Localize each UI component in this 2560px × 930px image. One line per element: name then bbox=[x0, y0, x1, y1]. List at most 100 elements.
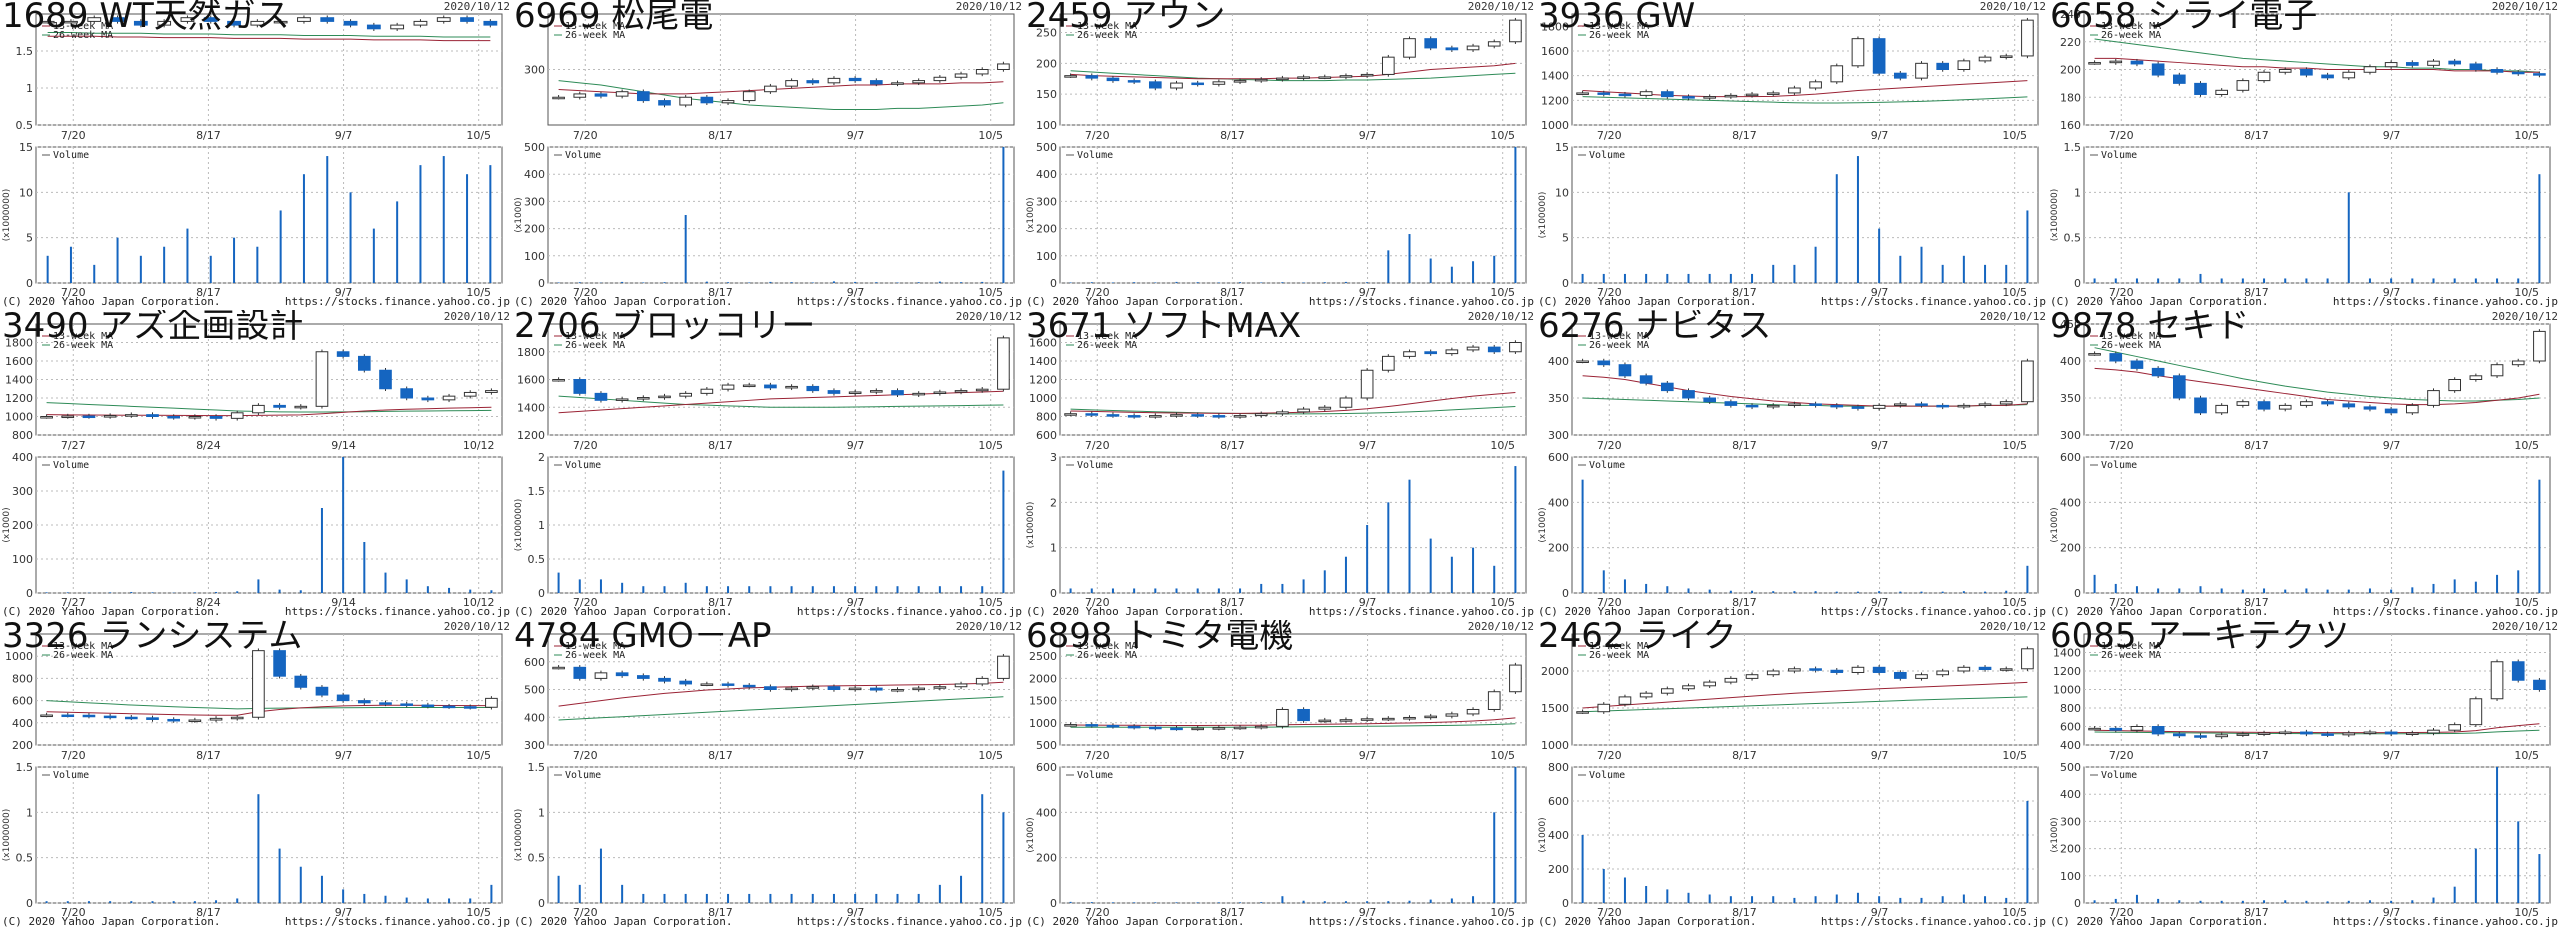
volume-bar bbox=[466, 174, 469, 283]
volume-unit-label: (x1000000) bbox=[514, 809, 524, 861]
stock-chart-panel[interactable]: 500 1000 1500 2000 2500 0 200 400 600 (x1000) 7/20… bbox=[1024, 620, 1536, 930]
candle-body bbox=[2363, 406, 2377, 410]
candle-body bbox=[400, 703, 414, 706]
x-tick-label: 8/17 bbox=[196, 749, 221, 762]
volume-legend-label: Volume bbox=[53, 150, 89, 161]
stock-chart-panel[interactable]: 800 1000 1200 1400 1600 1800 0 100 200 300 400 (x10… bbox=[0, 310, 512, 620]
ma13-line bbox=[558, 390, 1004, 414]
price-tick-label: 160 bbox=[2060, 119, 2081, 132]
x-tick-label: 8/17 bbox=[2244, 129, 2269, 142]
chart-date: 2020/10/12 bbox=[1467, 620, 1534, 633]
candle-body bbox=[1254, 413, 1268, 417]
volume-tick-label: 100 bbox=[12, 553, 33, 566]
volume-bar bbox=[1133, 902, 1136, 903]
candle-body bbox=[357, 355, 371, 371]
stock-chart-panel[interactable]: 1200 1400 1600 1800 0 0.5 1 1.5 2 (x1000000) 7/20 7… bbox=[512, 310, 1024, 620]
price-tick-label: 200 bbox=[12, 739, 33, 752]
volume-bar bbox=[2305, 900, 2308, 903]
candle-body bbox=[421, 704, 435, 708]
volume-unit-label: (x1000) bbox=[1026, 197, 1036, 232]
candle-body bbox=[1466, 45, 1480, 51]
candle-body bbox=[1936, 62, 1950, 70]
candle-body bbox=[1936, 670, 1950, 676]
volume-bar bbox=[705, 586, 708, 593]
candle-body bbox=[742, 91, 756, 102]
stock-chart-panel[interactable]: 160 180 200 220 240 0 0.5 1 1.5 (x1000000) 7/20 7/2… bbox=[2048, 0, 2560, 310]
volume-plot-frame bbox=[1059, 146, 1527, 284]
volume-tick-label: 600 bbox=[1548, 451, 1569, 464]
x-tick-label: 10/5 bbox=[978, 906, 1003, 919]
volume-bar bbox=[279, 210, 282, 283]
stock-chart-panel[interactable]: 300 0 100 200 300 400 500 (x1000) 7/20 7/20 8/17 8/… bbox=[512, 0, 1024, 310]
candle-body bbox=[1424, 715, 1438, 719]
volume-tick-label: 1 bbox=[2074, 186, 2081, 199]
chart-title: 6658 シライ電子 bbox=[2050, 0, 2318, 36]
stock-chart-panel[interactable]: 400 600 800 1000 1200 1400 0 100 200 300 400 500 (x1… bbox=[2048, 620, 2560, 930]
price-tick-label: 180 bbox=[2060, 91, 2081, 104]
volume-bar bbox=[727, 282, 730, 283]
legend-label: 26-week MA bbox=[53, 340, 113, 351]
stock-chart-panel[interactable]: 1000 1500 2000 0 200 400 600 800 (x1000) 7/20 7/20… bbox=[1536, 620, 2048, 930]
chart-svg: 1000 1200 1400 1600 1800 0 5 10 15 (x100000) 7/20 7… bbox=[1538, 13, 2039, 299]
volume-tick-label: 0.5 bbox=[16, 852, 34, 865]
volume-plot-frame bbox=[35, 146, 503, 284]
stock-chart-panel[interactable]: 0.5 1 1.5 0 5 10 15 (x1000000) 7/20 7/20 8/17 8/17 9… bbox=[0, 0, 512, 310]
volume-bar bbox=[1666, 889, 1669, 903]
volume-bar bbox=[2135, 894, 2138, 903]
candle-body bbox=[273, 650, 286, 677]
volume-bar bbox=[1666, 273, 1669, 283]
volume-bar bbox=[1835, 174, 1838, 283]
stock-chart-panel[interactable]: 300 400 500 600 0 0.5 1 1.5 (x1000000) 7/20 7/20 8/… bbox=[512, 620, 1024, 930]
candle-body bbox=[764, 85, 777, 93]
volume-bar bbox=[2241, 900, 2244, 903]
volume-bar bbox=[2135, 278, 2138, 283]
volume-bar bbox=[1962, 255, 1965, 283]
candle-body bbox=[764, 686, 777, 690]
candle-body bbox=[2511, 360, 2525, 366]
x-tick-label: 8/17 bbox=[2244, 596, 2269, 609]
volume-bar bbox=[2453, 278, 2456, 283]
volume-bar bbox=[2241, 589, 2244, 593]
ma26-line bbox=[1582, 96, 2028, 104]
source-url: https://stocks.finance.yahoo.co.jp bbox=[1308, 605, 1534, 618]
x-tick-label: 9/7 bbox=[2383, 129, 2401, 142]
candle-body bbox=[315, 686, 329, 696]
volume-bar bbox=[2411, 587, 2414, 593]
candle-body bbox=[2511, 661, 2525, 681]
volume-tick-label: 0 bbox=[2074, 277, 2081, 290]
candle-body bbox=[1724, 677, 1738, 683]
x-tick-label: 7/27 bbox=[61, 596, 86, 609]
candle-body bbox=[1809, 668, 1822, 671]
stock-chart-panel[interactable]: 100 150 200 250 0 100 200 300 400 500 (x1000) 7/20 7… bbox=[1024, 0, 1536, 310]
volume-bar bbox=[938, 586, 941, 593]
copyright-text: (C) 2020 Yahoo Japan Corporation. bbox=[2050, 915, 2269, 928]
volume-bar bbox=[769, 893, 772, 903]
stock-chart-panel[interactable]: 300 350 400 0 200 400 600 (x1000) 7/20 7/20 8/17 8/… bbox=[1536, 310, 2048, 620]
volume-tick-label: 0 bbox=[1050, 277, 1057, 290]
candle-body bbox=[2511, 71, 2525, 75]
x-tick-label: 10/5 bbox=[2002, 439, 2027, 452]
price-tick-label: 500 bbox=[524, 684, 545, 697]
stock-chart-panel[interactable]: 300 350 400 450 0 200 400 600 (x1000) 7/20 7/20 8/1… bbox=[2048, 310, 2560, 620]
candle-body bbox=[230, 716, 244, 720]
candle-body bbox=[552, 666, 565, 670]
candle-body bbox=[2533, 330, 2546, 362]
candle-body bbox=[2236, 733, 2250, 736]
volume-bar bbox=[46, 255, 49, 283]
stock-chart-panel[interactable]: 600 800 1000 1200 1400 1600 0 1 2 3 (x100000) 7/20 7… bbox=[1024, 310, 1536, 620]
x-tick-label: 8/17 bbox=[2244, 439, 2269, 452]
volume-bar bbox=[45, 592, 48, 593]
candle-body bbox=[413, 20, 428, 26]
volume-bar bbox=[1962, 894, 1965, 903]
candle-body bbox=[954, 73, 968, 78]
volume-bar bbox=[875, 893, 878, 903]
ma13-line bbox=[2094, 723, 2540, 734]
candle-body bbox=[1339, 719, 1353, 722]
x-tick-label: 7/20 bbox=[1597, 286, 1622, 299]
volume-bar bbox=[832, 586, 835, 593]
stock-chart-panel[interactable]: 1000 1200 1400 1600 1800 0 5 10 15 (x100000) 7/20 7… bbox=[1536, 0, 2048, 310]
candle-body bbox=[2342, 71, 2356, 79]
stock-chart-panel[interactable]: 200 400 600 800 1000 0 0.5 1 1.5 (x1000000) 7/20 7/… bbox=[0, 620, 512, 930]
